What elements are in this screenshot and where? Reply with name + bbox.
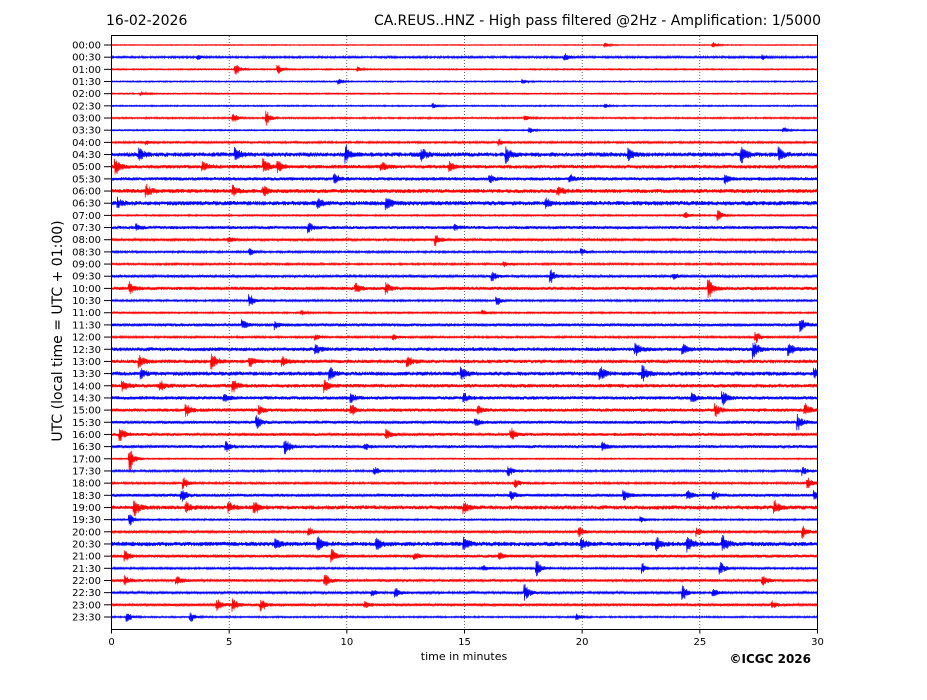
y-tick-label: 11:00	[72, 308, 101, 319]
plot-frame	[111, 35, 818, 630]
y-tick-label: 19:00	[72, 503, 101, 514]
y-tick-label: 21:30	[72, 564, 101, 575]
y-tick-label: 09:30	[72, 272, 101, 283]
y-tick-label: 08:30	[72, 247, 101, 258]
y-tick-label: 00:00	[72, 41, 101, 52]
y-tick-label: 01:00	[72, 65, 101, 76]
y-tick-label: 04:30	[72, 150, 101, 161]
y-tick-label: 22:00	[72, 576, 101, 587]
x-tick-label: 15	[458, 637, 471, 648]
y-tick-label: 14:30	[72, 393, 101, 404]
y-tick-label: 16:00	[72, 430, 101, 441]
y-tick-label: 03:00	[72, 114, 101, 125]
y-tick-label: 14:00	[72, 381, 101, 392]
y-tick-label: 07:00	[72, 211, 101, 222]
y-tick-label: 20:00	[72, 527, 101, 538]
y-tick-label: 01:30	[72, 77, 101, 88]
y-tick-label: 17:00	[72, 454, 101, 465]
y-tick-label: 08:00	[72, 235, 101, 246]
copyright: ©ICGC 2026	[729, 652, 811, 666]
y-tick-label: 18:30	[72, 491, 101, 502]
x-axis-label: time in minutes	[421, 650, 508, 663]
y-tick-label: 23:00	[72, 600, 101, 611]
y-tick-label: 03:30	[72, 126, 101, 137]
y-tick-label: 12:30	[72, 345, 101, 356]
y-tick-label: 06:30	[72, 199, 101, 210]
x-tick-label: 0	[108, 637, 114, 648]
y-tick-label: 10:30	[72, 296, 101, 307]
date-label: 16-02-2026	[106, 13, 187, 29]
y-tick-label: 21:00	[72, 552, 101, 563]
y-tick-label: 23:30	[72, 612, 101, 623]
traces	[111, 41, 818, 622]
y-axis-label: UTC (local time = UTC + 01:00)	[50, 220, 66, 441]
y-tick-label: 13:30	[72, 369, 101, 380]
y-tick-label: 15:30	[72, 418, 101, 429]
y-tick-label: 04:00	[72, 138, 101, 149]
y-tick-label: 05:00	[72, 162, 101, 173]
trace-1230	[111, 342, 818, 360]
x-tick-label: 10	[340, 637, 353, 648]
x-tick-label: 20	[576, 637, 589, 648]
x-tick-label: 5	[226, 637, 232, 648]
y-tick-label: 13:00	[72, 357, 101, 368]
y-tick-label: 05:30	[72, 174, 101, 185]
y-tick-label: 19:30	[72, 515, 101, 526]
y-tick-label: 18:00	[72, 479, 101, 490]
y-tick-label: 20:30	[72, 539, 101, 550]
y-tick-label: 00:30	[72, 53, 101, 64]
y-tick-label: 17:30	[72, 466, 101, 477]
x-tick-label: 25	[693, 637, 706, 648]
y-tick-label: 10:00	[72, 284, 101, 295]
y-tick-label: 07:30	[72, 223, 101, 234]
chart-title: CA.REUS..HNZ - High pass filtered @2Hz -…	[374, 13, 821, 29]
y-tick-label: 02:00	[72, 89, 101, 100]
x-tick-label: 30	[811, 637, 824, 648]
y-tick-label: 16:30	[72, 442, 101, 453]
y-tick-label: 22:30	[72, 588, 101, 599]
y-tick-label: 15:00	[72, 406, 101, 417]
y-tick-label: 12:00	[72, 333, 101, 344]
y-tick-label: 09:00	[72, 260, 101, 271]
x-axis-ticks: 0 5 10 15 20 25 30	[108, 629, 824, 648]
y-tick-label: 11:30	[72, 320, 101, 331]
y-tick-label: 02:30	[72, 101, 101, 112]
y-tick-label: 06:00	[72, 187, 101, 198]
